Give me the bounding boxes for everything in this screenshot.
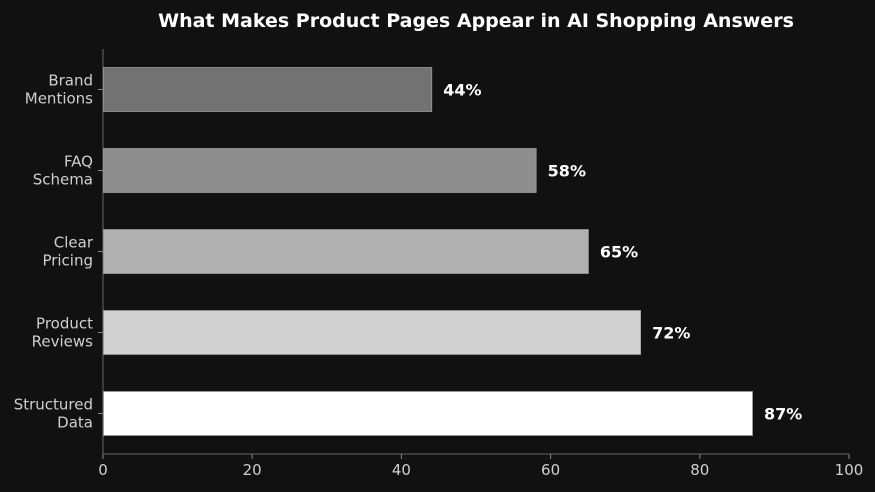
y-tick-label: Clear Pricing — [42, 234, 93, 270]
bar — [103, 67, 433, 112]
chart-title: What Makes Product Pages Appear in AI Sh… — [158, 10, 794, 32]
bar — [103, 148, 537, 193]
y-tick-label: FAQ Schema — [33, 153, 93, 189]
x-tick-label: 20 — [243, 461, 262, 479]
y-tick-label: Product Reviews — [32, 315, 94, 351]
bar — [103, 391, 753, 436]
data-label: 58% — [548, 162, 586, 181]
data-label: 87% — [764, 405, 802, 424]
bar — [103, 310, 642, 355]
data-label: 72% — [652, 324, 690, 343]
x-tick-label: 100 — [835, 461, 864, 479]
y-tick-label: Structured Data — [14, 396, 93, 432]
y-tick-label: Brand Mentions — [25, 72, 93, 108]
data-label: 44% — [443, 81, 481, 100]
x-tick-label: 60 — [541, 461, 560, 479]
bar — [103, 229, 589, 274]
x-tick-label: 0 — [98, 461, 108, 479]
x-tick-label: 40 — [392, 461, 411, 479]
x-tick-label: 80 — [690, 461, 709, 479]
data-label: 65% — [600, 243, 638, 262]
plot-area: 0 20 40 60 80 100 Brand Mentions 44% FAQ Schema 58%… — [14, 49, 864, 479]
